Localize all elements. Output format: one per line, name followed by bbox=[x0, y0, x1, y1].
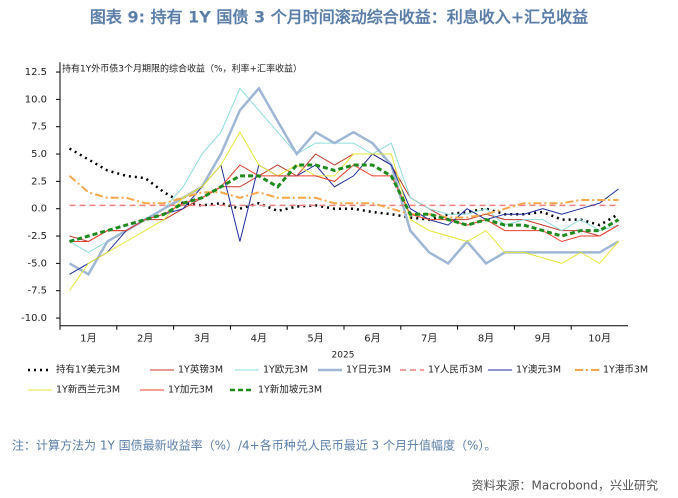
y-tick-label: 5.0 bbox=[31, 149, 47, 160]
y-tick-label: -7.5 bbox=[27, 286, 47, 297]
x-tick-label: 2月 bbox=[137, 333, 153, 345]
legend-label: 1Y加元3M bbox=[168, 385, 213, 396]
legend-label: 1Y日元3M bbox=[346, 365, 391, 376]
legend-label: 1Y港币3M bbox=[603, 364, 648, 376]
legend-label: 1Y澳元3M bbox=[516, 364, 561, 376]
y-tick-label: 2.5 bbox=[31, 176, 47, 187]
source: 资料来源：Macrobond，兴业研究 bbox=[472, 478, 659, 493]
x-tick-label: 1月 bbox=[80, 333, 96, 345]
y-tick-label: -5.0 bbox=[27, 258, 47, 269]
y-tick-label: 12.5 bbox=[25, 67, 47, 78]
chart-subtitle: 持有1Y外币债3个月期限的综合收益（%，利率+汇率收益） bbox=[62, 63, 302, 75]
x-tick-label: 3月 bbox=[194, 333, 210, 345]
legend-label: 1Y新西兰元3M bbox=[56, 384, 120, 396]
y-tick-label: 0.0 bbox=[31, 204, 47, 215]
series-line bbox=[68, 175, 619, 219]
legend-label: 1Y英镑3M bbox=[178, 364, 223, 376]
note: 注：计算方法为 1Y 国债最新收益率（%）/4+各币种兑人民币最近 3 个月升值… bbox=[12, 438, 496, 453]
x-tick-label: 4月 bbox=[251, 333, 267, 345]
y-tick-label: 10.0 bbox=[25, 94, 47, 105]
y-tick-label: -2.5 bbox=[27, 231, 47, 242]
legend-label: 1Y欧元3M bbox=[263, 364, 308, 376]
series-line bbox=[69, 131, 619, 291]
y-tick-label: -10.0 bbox=[21, 313, 47, 324]
series-line bbox=[68, 86, 620, 277]
y-tick-label: 7.5 bbox=[31, 122, 47, 133]
series-line bbox=[69, 153, 619, 243]
x-tick-label: 9月 bbox=[535, 333, 551, 345]
series-line bbox=[69, 164, 619, 243]
legend-label: 1Y人民币3M bbox=[428, 365, 483, 376]
x-tick-label: 7月 bbox=[421, 333, 437, 345]
series-line bbox=[68, 147, 620, 227]
legend-label: 持有1Y美元3M bbox=[56, 364, 120, 376]
legend-label: 1Y新加坡元3M bbox=[258, 384, 322, 396]
series-line bbox=[69, 163, 620, 243]
x-tick-label: 8月 bbox=[478, 333, 494, 345]
x-tick-label: 5月 bbox=[307, 333, 323, 345]
x-axis-label: 2025 bbox=[332, 351, 355, 361]
x-tick-label: 10月 bbox=[588, 333, 611, 345]
x-tick-label: 6月 bbox=[364, 333, 380, 345]
chart-title: 图表 9: 持有 1Y 国债 3 个月时间滚动综合收益：利息收入+汇兑收益 bbox=[90, 8, 588, 27]
